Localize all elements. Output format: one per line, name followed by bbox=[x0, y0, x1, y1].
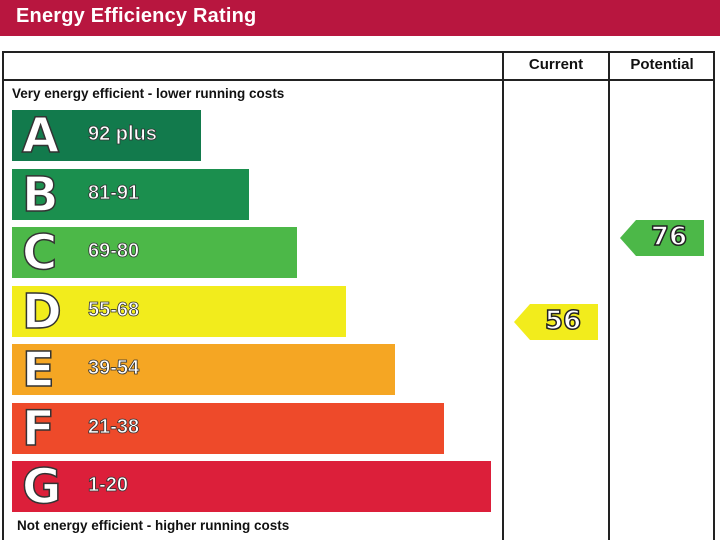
current-rating-arrow-shape bbox=[514, 303, 598, 340]
band-range: 81-91 bbox=[88, 181, 140, 204]
potential-column-header: Potential bbox=[630, 56, 694, 73]
band-range: 39-54 bbox=[88, 357, 140, 380]
band-letter: D bbox=[21, 283, 62, 341]
potential-rating-arrow: 76 bbox=[620, 220, 704, 256]
band-g: G 1-20 bbox=[12, 458, 491, 516]
header-divider bbox=[2, 79, 715, 81]
band-letter: F bbox=[21, 400, 55, 458]
column-divider-current bbox=[502, 51, 504, 540]
bottom-note: Not energy efficient - higher running co… bbox=[17, 518, 290, 533]
band-letter: A bbox=[21, 107, 60, 165]
column-divider-potential bbox=[608, 51, 610, 540]
band-f: F 21-38 bbox=[12, 400, 444, 458]
band-a: A 92 plus bbox=[12, 107, 201, 165]
band-letter: E bbox=[21, 341, 55, 399]
band-range: 55-68 bbox=[88, 298, 140, 321]
band-c: C 69-80 bbox=[12, 224, 297, 282]
band-b: B 81-91 bbox=[12, 166, 249, 224]
top-note: Very energy efficient - lower running co… bbox=[12, 86, 285, 101]
band-range: 69-80 bbox=[88, 240, 140, 263]
page-title: Energy Efficiency Rating bbox=[16, 5, 257, 27]
band-range: 21-38 bbox=[88, 415, 140, 438]
band-range: 1-20 bbox=[88, 474, 129, 497]
band-letter: C bbox=[21, 224, 58, 282]
potential-rating-arrow-shape bbox=[620, 220, 704, 256]
band-d: D 55-68 bbox=[12, 283, 346, 341]
title-bar: Energy Efficiency Rating bbox=[0, 0, 720, 36]
band-letter: B bbox=[21, 166, 59, 224]
current-rating-arrow: 56 bbox=[514, 303, 598, 340]
current-rating-arrow-value: 56 bbox=[544, 305, 582, 337]
current-column-header: Current bbox=[528, 56, 584, 73]
band-e: E 39-54 bbox=[12, 341, 395, 399]
band-letter: G bbox=[21, 458, 62, 516]
rating-table bbox=[2, 51, 715, 540]
band-range: 92 plus bbox=[88, 123, 158, 146]
potential-rating-arrow-value: 76 bbox=[650, 221, 688, 253]
